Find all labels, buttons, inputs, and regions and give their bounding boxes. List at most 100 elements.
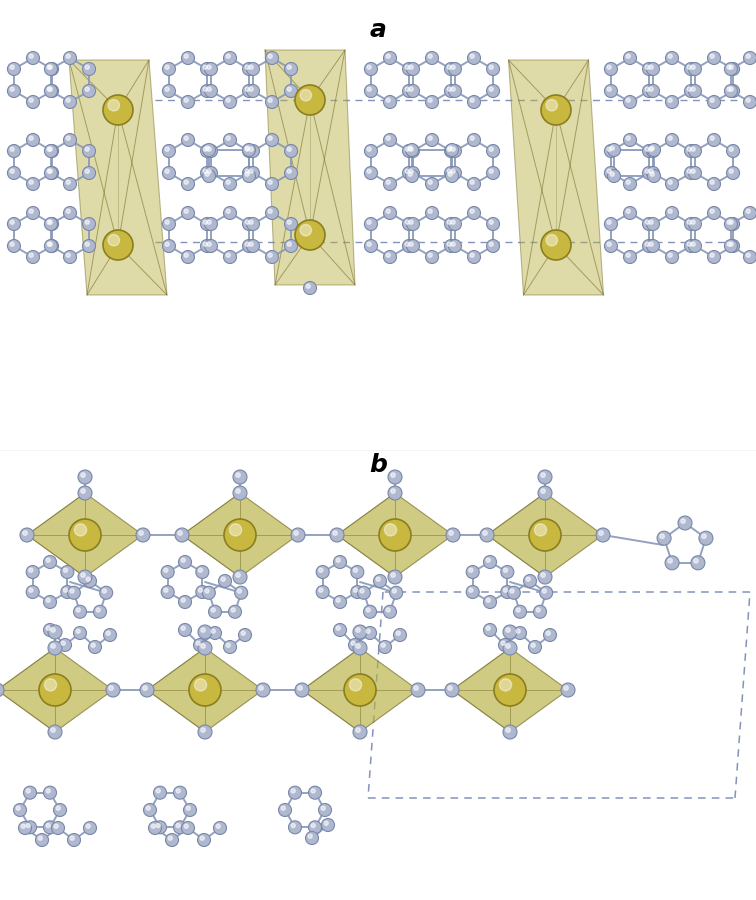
Circle shape xyxy=(391,472,395,477)
Circle shape xyxy=(48,147,52,151)
Circle shape xyxy=(88,641,101,653)
Circle shape xyxy=(668,559,672,563)
Circle shape xyxy=(51,644,55,648)
Circle shape xyxy=(626,209,631,213)
Circle shape xyxy=(26,206,39,220)
Circle shape xyxy=(608,143,621,157)
Circle shape xyxy=(287,65,291,69)
Circle shape xyxy=(466,586,479,598)
Circle shape xyxy=(146,806,150,810)
Circle shape xyxy=(643,239,655,253)
Circle shape xyxy=(484,555,497,569)
Circle shape xyxy=(29,253,33,257)
Circle shape xyxy=(74,524,87,536)
Circle shape xyxy=(311,788,315,793)
Circle shape xyxy=(200,166,213,179)
Circle shape xyxy=(402,218,416,230)
Circle shape xyxy=(45,166,57,179)
Circle shape xyxy=(26,51,39,65)
Circle shape xyxy=(184,180,188,184)
Circle shape xyxy=(243,218,256,230)
Circle shape xyxy=(624,51,637,65)
Circle shape xyxy=(23,821,36,833)
Circle shape xyxy=(538,570,552,584)
Circle shape xyxy=(324,821,328,825)
Circle shape xyxy=(687,65,691,69)
Circle shape xyxy=(649,65,653,69)
Circle shape xyxy=(184,253,188,257)
Polygon shape xyxy=(265,50,355,285)
Circle shape xyxy=(531,644,535,647)
Circle shape xyxy=(184,804,197,816)
Circle shape xyxy=(198,568,203,572)
Circle shape xyxy=(702,534,706,538)
Circle shape xyxy=(321,806,325,810)
Circle shape xyxy=(402,166,416,179)
Circle shape xyxy=(287,220,291,224)
Circle shape xyxy=(407,62,420,76)
Circle shape xyxy=(498,638,512,652)
Circle shape xyxy=(184,209,188,213)
Circle shape xyxy=(48,65,52,69)
Circle shape xyxy=(538,470,552,484)
Circle shape xyxy=(29,209,33,213)
Circle shape xyxy=(184,824,188,828)
Circle shape xyxy=(358,586,370,599)
Circle shape xyxy=(54,804,67,816)
Circle shape xyxy=(402,145,416,158)
Circle shape xyxy=(66,253,70,257)
Circle shape xyxy=(624,133,637,147)
Circle shape xyxy=(268,209,272,213)
Circle shape xyxy=(445,683,459,697)
Circle shape xyxy=(428,98,432,103)
Circle shape xyxy=(605,85,618,97)
Circle shape xyxy=(386,209,390,213)
Circle shape xyxy=(200,239,213,253)
Circle shape xyxy=(64,588,67,592)
Circle shape xyxy=(64,95,76,109)
Circle shape xyxy=(207,87,211,91)
Circle shape xyxy=(45,166,58,179)
Circle shape xyxy=(321,818,334,832)
Circle shape xyxy=(724,218,737,230)
Circle shape xyxy=(645,220,649,224)
Circle shape xyxy=(66,98,70,103)
Circle shape xyxy=(163,85,175,97)
Circle shape xyxy=(67,586,80,599)
Circle shape xyxy=(26,586,39,598)
Circle shape xyxy=(94,606,107,618)
Circle shape xyxy=(85,242,89,247)
Circle shape xyxy=(605,218,618,230)
Circle shape xyxy=(691,87,696,91)
Circle shape xyxy=(448,239,461,253)
Circle shape xyxy=(8,239,20,253)
Circle shape xyxy=(407,85,420,97)
Circle shape xyxy=(408,146,412,150)
Circle shape xyxy=(445,166,457,179)
Circle shape xyxy=(541,95,571,125)
Circle shape xyxy=(643,145,655,158)
Circle shape xyxy=(407,166,420,179)
Circle shape xyxy=(319,568,323,572)
Circle shape xyxy=(207,147,211,151)
Circle shape xyxy=(284,85,298,97)
Circle shape xyxy=(541,472,545,477)
Circle shape xyxy=(8,62,20,76)
Circle shape xyxy=(246,239,259,253)
Circle shape xyxy=(351,586,364,598)
Circle shape xyxy=(364,85,377,97)
Circle shape xyxy=(163,62,175,76)
Circle shape xyxy=(211,608,215,612)
Circle shape xyxy=(710,209,714,213)
Circle shape xyxy=(500,679,512,691)
Circle shape xyxy=(26,95,39,109)
Circle shape xyxy=(148,822,162,834)
Circle shape xyxy=(684,239,698,253)
Circle shape xyxy=(243,166,256,179)
Circle shape xyxy=(449,531,454,536)
Circle shape xyxy=(82,62,95,76)
Circle shape xyxy=(198,725,212,739)
Circle shape xyxy=(56,806,60,810)
Circle shape xyxy=(308,821,321,833)
Circle shape xyxy=(85,65,89,69)
